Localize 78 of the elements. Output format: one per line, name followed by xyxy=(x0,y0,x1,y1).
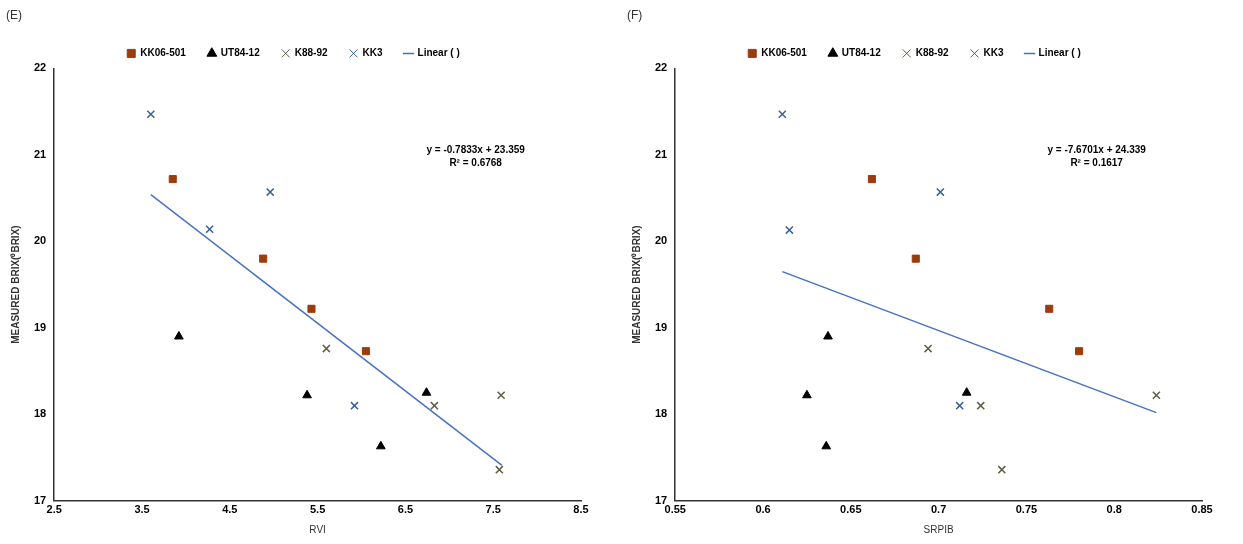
y-tick-label: 20 xyxy=(33,234,47,247)
point xyxy=(911,254,920,263)
point xyxy=(376,440,386,450)
y-tick-label: 19 xyxy=(33,320,47,333)
point xyxy=(867,175,876,184)
point xyxy=(265,187,275,197)
point xyxy=(307,304,316,313)
point xyxy=(923,344,933,353)
y-tick-label: 18 xyxy=(654,407,668,420)
legend-label: Linear ( ) xyxy=(417,47,460,59)
legend-label: KK3 xyxy=(983,47,1004,59)
x-tick-label: 6.5 xyxy=(397,503,414,516)
x-tick-label: 8.5 xyxy=(573,503,589,516)
point xyxy=(496,391,506,400)
point xyxy=(205,224,214,234)
point xyxy=(802,389,812,399)
point xyxy=(302,389,312,399)
point xyxy=(778,109,787,119)
y-tick-label: 20 xyxy=(654,234,668,247)
point xyxy=(955,401,964,410)
legend-label: K88-92 xyxy=(294,47,328,59)
point xyxy=(361,347,370,356)
point xyxy=(350,401,359,410)
chart-title: (E) xyxy=(6,7,22,22)
point xyxy=(823,330,833,340)
legend-label: UT84-12 xyxy=(841,47,882,59)
legend-label: KK06-501 xyxy=(761,47,808,59)
x-tick-label: 7.5 xyxy=(485,503,501,516)
point xyxy=(1152,391,1161,400)
y-tick-label: 19 xyxy=(654,320,668,333)
chart-title: (F) xyxy=(627,7,643,22)
point xyxy=(174,330,184,340)
y-tick-label: 21 xyxy=(33,147,47,160)
legend-label: KK06-501 xyxy=(140,47,187,59)
point xyxy=(821,440,832,450)
x-tick-label: 0.6 xyxy=(755,503,771,516)
legend-label: K88-92 xyxy=(915,47,949,59)
point xyxy=(997,465,1007,474)
x-tick-label: 0.75 xyxy=(1015,503,1038,516)
x-tick-label: 0.7 xyxy=(930,503,947,516)
annotation: R² = 0.6768 xyxy=(449,157,503,169)
point xyxy=(430,401,439,410)
y-tick-label: 17 xyxy=(654,493,668,506)
legend-label: KK3 xyxy=(362,47,383,59)
point xyxy=(1075,347,1084,356)
x-tick-label: 4.5 xyxy=(222,503,238,516)
x-tick-label: 0.85 xyxy=(1191,503,1213,516)
y-axis-title: MEASURED BRIX(⁰BRIX) xyxy=(9,225,21,344)
x-tick-label: 2.5 xyxy=(46,503,62,516)
y-tick-label: 18 xyxy=(33,407,47,420)
point xyxy=(961,387,972,396)
y-tick-label: 21 xyxy=(654,147,668,160)
point xyxy=(976,401,986,410)
y-tick-label: 22 xyxy=(654,61,668,74)
legend-label: UT84-12 xyxy=(220,47,261,59)
point xyxy=(1045,304,1054,313)
x-tick-label: 3.5 xyxy=(134,503,150,516)
x-tick-label: 5.5 xyxy=(309,503,326,516)
point xyxy=(495,465,504,474)
y-tick-label: 17 xyxy=(33,493,47,506)
point xyxy=(785,225,794,235)
point xyxy=(168,175,177,184)
annotation: R² = 0.1617 xyxy=(1070,157,1124,169)
point xyxy=(936,187,945,197)
point xyxy=(421,387,432,396)
annotation: y = -7.6701x + 24.339 xyxy=(1047,144,1147,156)
annotation: y = -0.7833x + 23.359 xyxy=(426,144,526,156)
y-axis-title: MEASURED BRIX(⁰BRIX) xyxy=(630,225,642,344)
point xyxy=(322,344,331,353)
point xyxy=(146,109,156,119)
y-tick-label: 22 xyxy=(33,61,47,74)
x-tick-label: 0.65 xyxy=(840,503,862,516)
x-tick-label: 0.8 xyxy=(1106,503,1122,516)
legend-label: Linear ( ) xyxy=(1038,47,1081,59)
x-tick-label: 0.55 xyxy=(664,503,686,516)
x-axis-title: SRPIB xyxy=(923,523,954,535)
point xyxy=(259,254,268,263)
x-axis-title: RVI xyxy=(309,523,326,535)
